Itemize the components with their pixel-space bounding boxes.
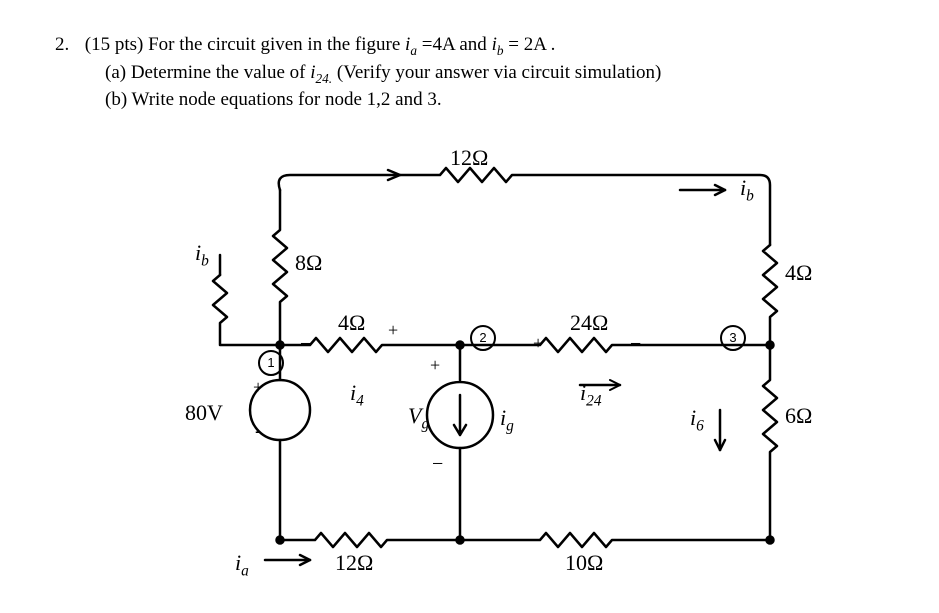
minus-4: − [300,333,311,356]
r6-label: 6Ω [785,403,812,429]
part-a-text: (a) Determine the value of [105,62,305,83]
i24-sub: 24. [316,71,333,86]
part-a: (a) Determine the value of i24. (Verify … [105,60,899,88]
r24-label: 24Ω [570,310,608,336]
minus-vg: − [432,453,443,476]
minus-80v: - [255,420,262,443]
ib-eq: = 2A . [508,34,555,55]
i4-label: i4 [350,380,364,410]
circuit-figure: 12Ω ib ib 8Ω 4Ω 4Ω 24Ω − + + − 1 2 3 i4 … [150,155,850,585]
ib-sub: b [497,43,504,58]
r4-left-label: 4Ω [338,310,365,336]
ia-eq: =4A and [422,34,487,55]
node-3: 3 [720,325,746,351]
r10-label: 10Ω [565,550,603,576]
plus-4sub: + [388,320,398,341]
ia-bottom-label: ia [235,550,249,580]
question-text: 2. (15 pts) For the circuit given in the… [80,32,899,60]
r12-bottom-label: 12Ω [335,550,373,576]
part-b: (b) Write node equations for node 1,2 an… [105,87,899,113]
plus-24: + [533,333,543,354]
plus-vg: + [430,355,440,376]
node-1: 1 [258,350,284,376]
plus-80v: + [253,377,263,398]
ib-left-label: ib [195,240,209,270]
circuit-svg [150,155,850,585]
v80-label: 80V [185,400,223,426]
ia-sub: a [410,43,417,58]
ig-label: ig [500,405,514,435]
r4-right-label: 4Ω [785,260,812,286]
r8-label: 8Ω [295,250,322,276]
minus-24: − [630,333,641,356]
i24-label: i24 [580,380,602,410]
stem: For the circuit given in the figure [148,34,400,55]
i6-label: i6 [690,405,704,435]
part-a-tail: (Verify your answer via circuit simulati… [337,62,661,83]
vg-label: Vg [408,403,429,433]
ib-top-label: ib [740,175,754,205]
node-2: 2 [470,325,496,351]
question-number: 2. [55,32,80,58]
part-b-text: (b) Write node equations for node 1,2 an… [105,89,442,110]
points: (15 pts) [85,34,144,55]
r12-top-label: 12Ω [450,145,488,171]
